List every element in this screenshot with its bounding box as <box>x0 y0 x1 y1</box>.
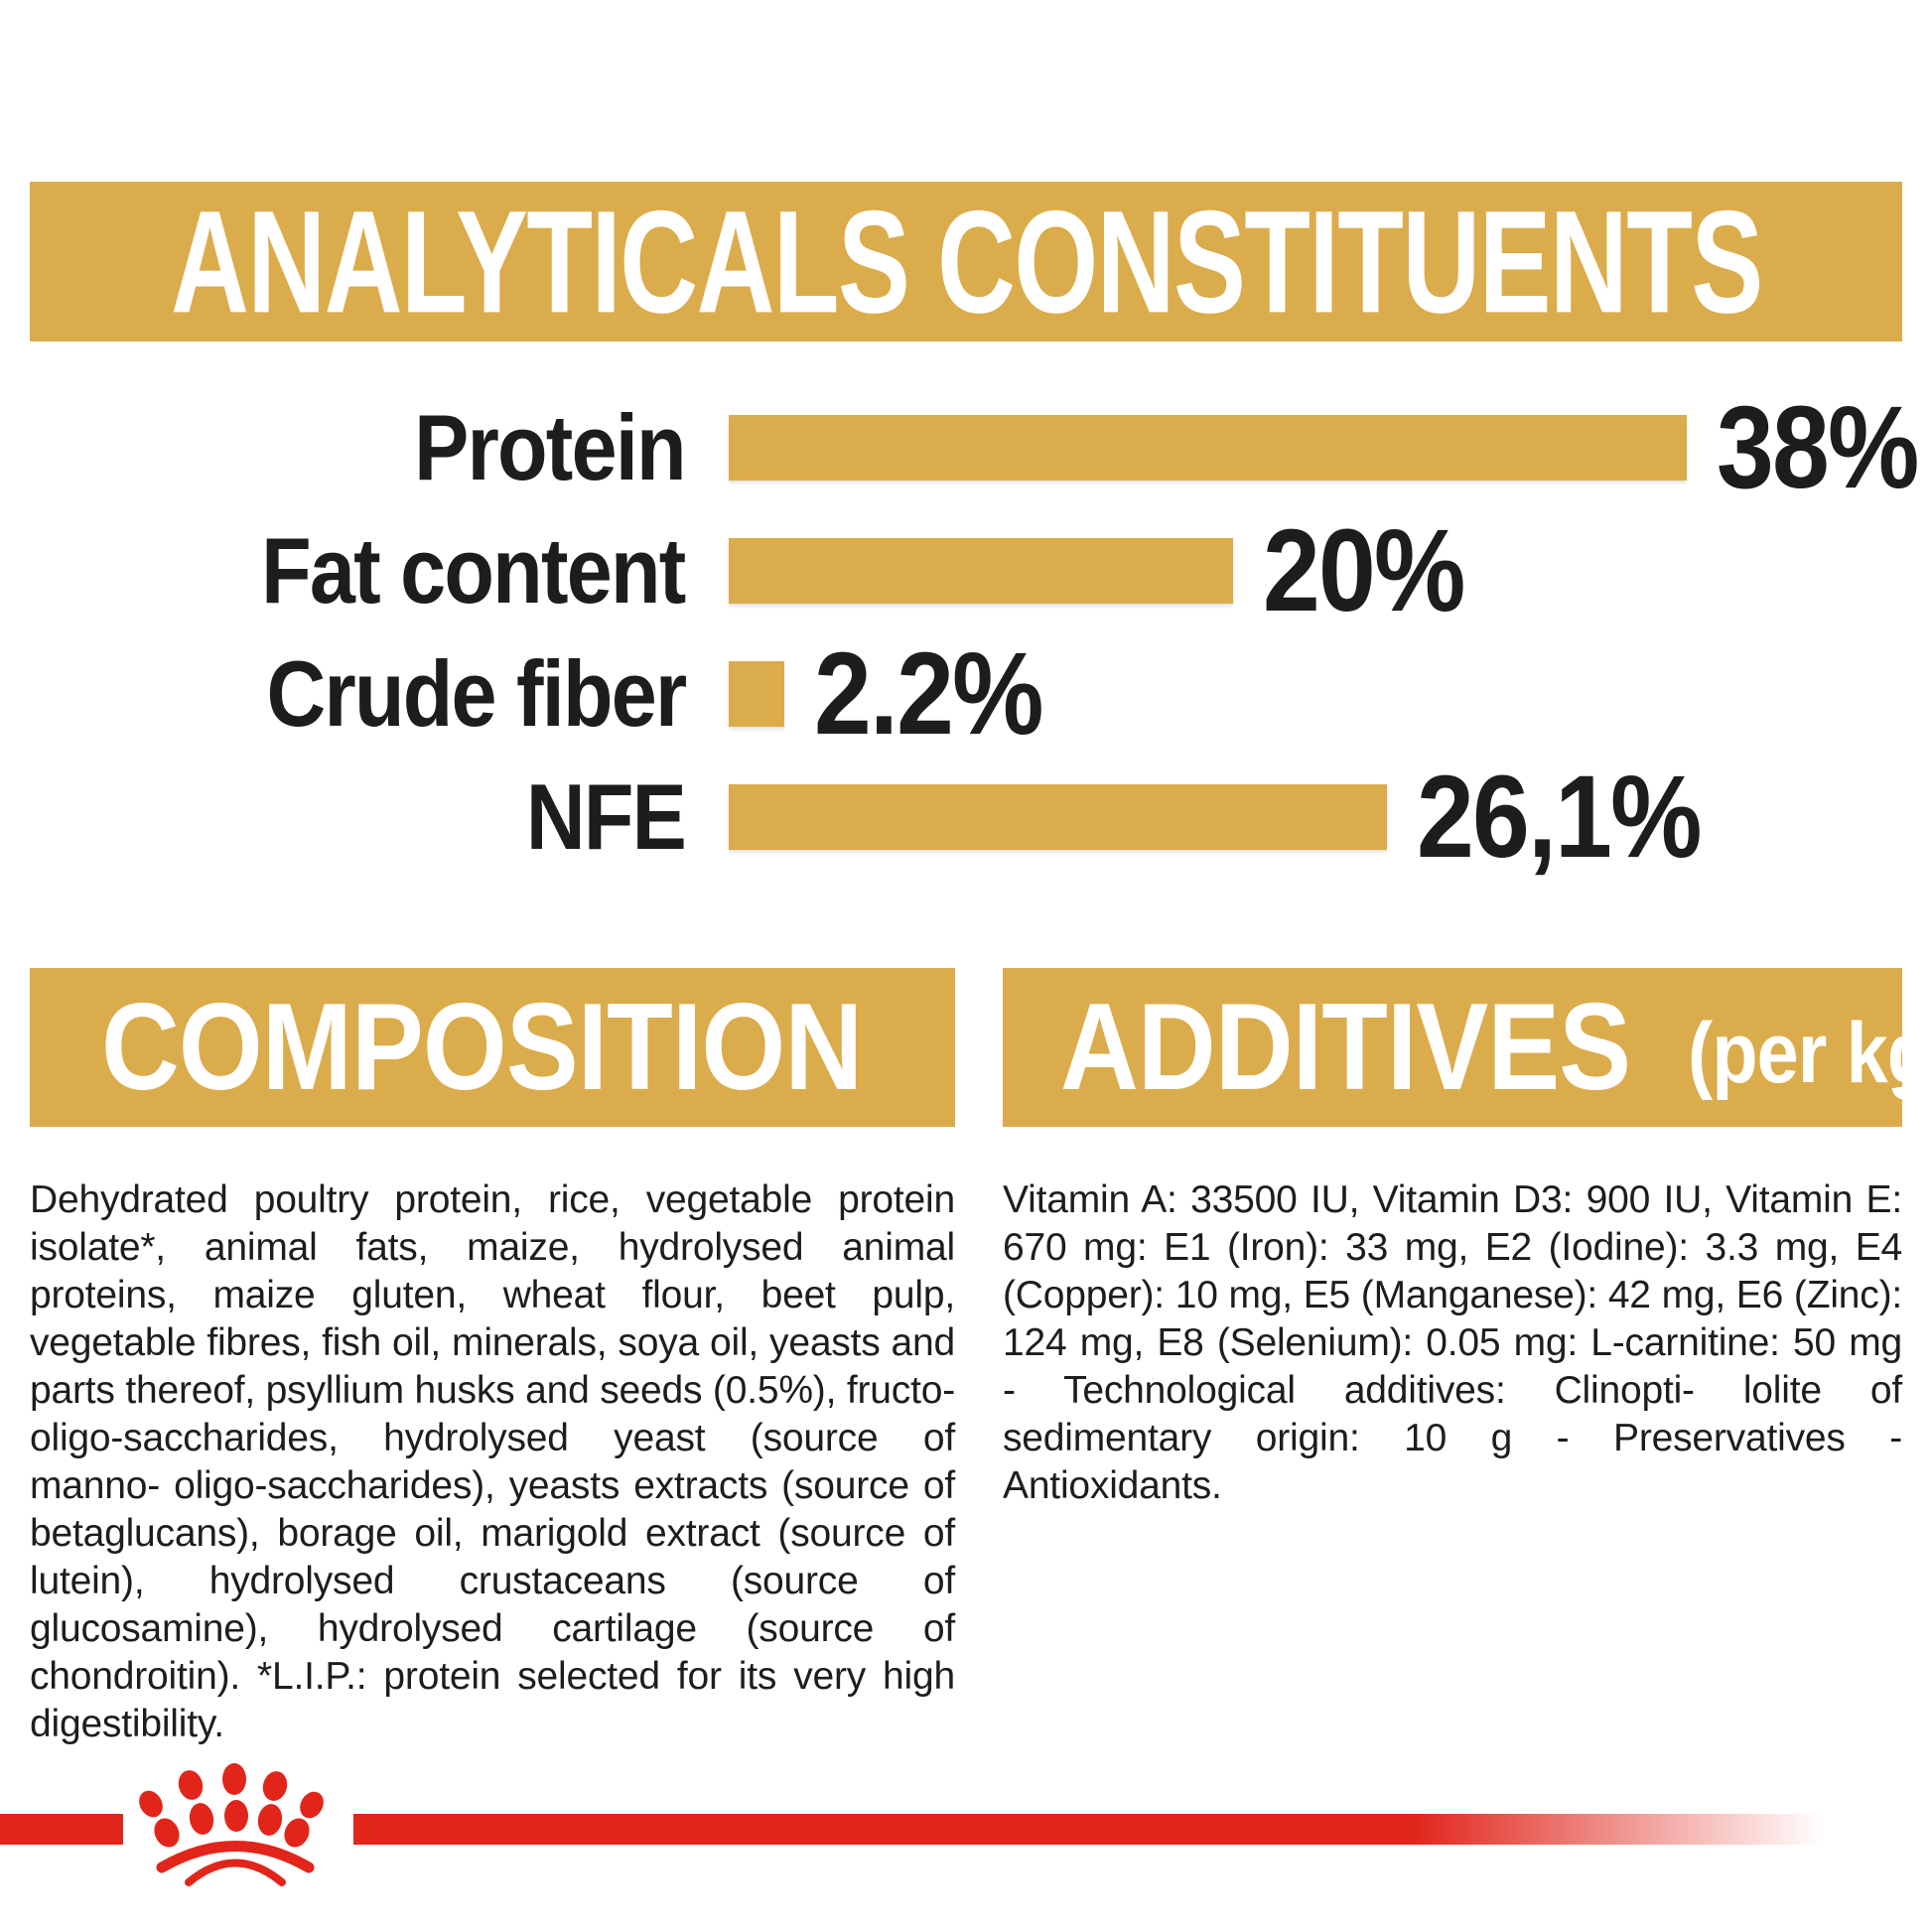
brand-footer <box>0 1733 1932 1932</box>
bar-category-label: Protein <box>414 395 686 499</box>
bar-value-label: 20% <box>1263 505 1465 636</box>
crown-base-arcs <box>156 1841 315 1886</box>
additives-banner: ADDITIVES (per kg) <box>1003 968 1932 1127</box>
footer-stripe-left <box>0 1814 123 1845</box>
royal-canin-crown-icon <box>0 1763 1823 1886</box>
bar <box>729 538 1233 604</box>
additives-heading: ADDITIVES <box>1060 979 1631 1116</box>
bar <box>729 784 1387 850</box>
additives-body-text: Vitamin A: 33500 IU, Vitamin D3: 900 IU,… <box>1003 1178 1902 1507</box>
crown-paw-dots <box>139 1763 324 1848</box>
chart-row: Protein 38% <box>0 382 1932 513</box>
analyticals-constituents-banner: ANALYTICALS CONSTITUENTS <box>30 182 1902 342</box>
bar-category-label: Crude fiber <box>266 641 687 746</box>
bar <box>729 415 1687 481</box>
footer-stripe-right <box>353 1814 1823 1845</box>
bar-value-label: 26,1% <box>1417 752 1702 883</box>
additives-heading-suffix: (per kg) <box>1688 1006 1932 1101</box>
bar-value-label: 2.2% <box>814 628 1043 759</box>
bar <box>729 661 784 727</box>
chart-row: Crude fiber 2.2% <box>0 628 1932 759</box>
bar-category-label: NFE <box>525 764 687 869</box>
chart-row: NFE 26,1% <box>0 752 1932 883</box>
chart-row: Fat content 20% <box>0 505 1932 636</box>
bar-category-label: Fat content <box>261 518 687 622</box>
composition-body-text: Dehydrated poultry protein, rice, vegeta… <box>30 1178 955 1745</box>
analytical-constituents-bar-chart: Protein 38% Fat content 20% Crude fiber … <box>0 0 1932 894</box>
analyticals-constituents-title: ANALYTICALS CONSTITUENTS <box>170 179 1763 344</box>
composition-heading: COMPOSITION <box>101 979 863 1116</box>
bar-value-label: 38% <box>1717 382 1919 513</box>
composition-banner: COMPOSITION <box>30 968 955 1127</box>
